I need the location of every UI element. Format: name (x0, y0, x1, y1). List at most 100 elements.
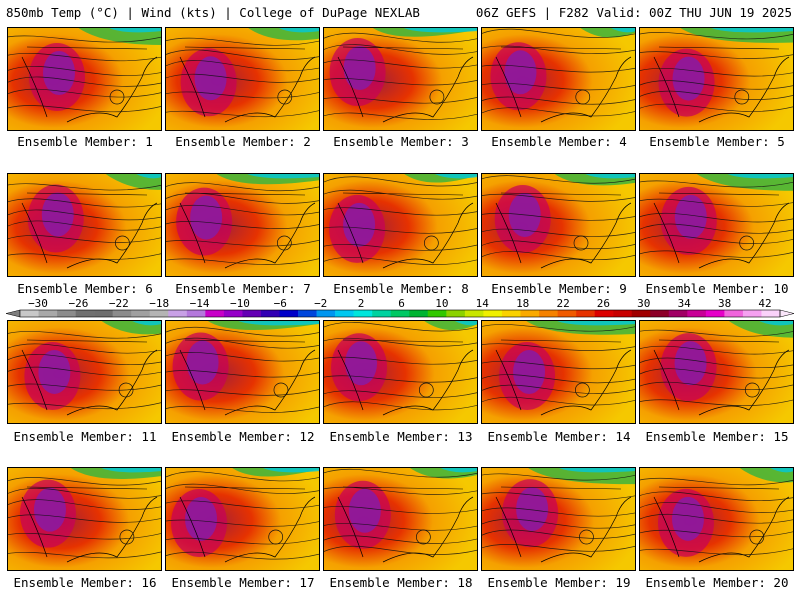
ensemble-member-label: Ensemble Member: 1 (17, 134, 153, 149)
colorbar-swatch (576, 310, 595, 317)
ensemble-member-label: Ensemble Member: 10 (645, 281, 789, 296)
colorbar-swatch (186, 310, 206, 317)
ensemble-member-map (481, 467, 636, 571)
colorbar-tick-label: −26 (68, 297, 88, 310)
colorbar-swatch (38, 310, 58, 317)
colorbar-tick-label: 6 (398, 297, 405, 310)
colorbar-swatch (520, 310, 540, 317)
ensemble-member-label: Ensemble Member: 6 (17, 281, 153, 296)
ensemble-member-label: Ensemble Member: 17 (171, 575, 315, 590)
colorbar-swatch (724, 310, 744, 317)
ensemble-member-map (481, 27, 636, 131)
model-run-info: 06Z GEFS | F282 Valid: 00Z THU JUN 19 20… (475, 5, 792, 20)
ensemble-member-map (323, 467, 478, 571)
colorbar-swatch (650, 310, 670, 317)
chart-title: 850mb Temp (°C) | Wind (kts) | College o… (6, 5, 420, 20)
colorbar-tick-label: −10 (230, 297, 250, 310)
ensemble-member-label: Ensemble Member: 14 (487, 429, 631, 444)
ensemble-member-map (7, 27, 162, 131)
ensemble-member-map (481, 173, 636, 277)
ensemble-member-map (7, 173, 162, 277)
colorbar-swatch (594, 310, 614, 317)
colorbar-swatch (539, 310, 558, 317)
colorbar-swatch (279, 310, 299, 317)
colorbar-left-arrow (6, 309, 21, 318)
colorbar-tick-label: 34 (678, 297, 692, 310)
colorbar-swatch (464, 310, 484, 317)
ensemble-member-label: Ensemble Member: 4 (491, 134, 627, 149)
colorbar-swatch (705, 310, 725, 317)
colorbar-swatch (668, 310, 688, 317)
colorbar-right-arrow (779, 309, 794, 318)
colorbar-swatch (242, 310, 262, 317)
ensemble-member-label: Ensemble Member: 2 (175, 134, 311, 149)
colorbar-swatch (335, 310, 354, 317)
ensemble-member-map (165, 467, 320, 571)
colorbar-tick-label: 22 (556, 297, 569, 310)
colorbar-swatch (409, 310, 429, 317)
ensemble-member-label: Ensemble Member: 7 (175, 281, 311, 296)
ensemble-member-label: Ensemble Member: 13 (329, 429, 473, 444)
colorbar-swatch (613, 310, 633, 317)
ensemble-member-label: Ensemble Member: 5 (649, 134, 785, 149)
ensemble-member-label: Ensemble Member: 19 (487, 575, 631, 590)
colorbar-tick-label: 14 (476, 297, 490, 310)
colorbar-swatch (316, 310, 336, 317)
colorbar-tick-label: −14 (190, 297, 210, 310)
colorbar-swatch (427, 310, 447, 317)
colorbar-tick-label: −18 (149, 297, 169, 310)
ensemble-member-map (7, 320, 162, 424)
ensemble-member-map (639, 27, 794, 131)
ensemble-member-label: Ensemble Member: 12 (171, 429, 315, 444)
ensemble-member-label: Ensemble Member: 15 (645, 429, 789, 444)
colorbar-swatch (112, 310, 132, 317)
ensemble-member-map (323, 320, 478, 424)
colorbar-swatch (372, 310, 392, 317)
temperature-colorbar: −30 −26 −22 −18 −14 −10 −6 −2 2 6 10 14 18 22 26 30 34 38… (6, 297, 794, 318)
colorbar-tick-label: −6 (274, 297, 287, 310)
colorbar-swatch (20, 310, 39, 317)
colorbar-swatch (168, 310, 188, 317)
colorbar-tick-label: 38 (718, 297, 731, 310)
ensemble-member-map (165, 173, 320, 277)
ensemble-member-label: Ensemble Member: 9 (491, 281, 627, 296)
colorbar-tick-label: −2 (314, 297, 327, 310)
colorbar-swatch (205, 310, 225, 317)
ensemble-member-map (639, 467, 794, 571)
colorbar-swatch (742, 310, 762, 317)
ensemble-member-map (639, 173, 794, 277)
ensemble-member-label: Ensemble Member: 20 (645, 575, 789, 590)
colorbar-tick-label: −22 (109, 297, 129, 310)
colorbar-tick-label: 30 (637, 297, 650, 310)
colorbar-swatch (149, 310, 169, 317)
ensemble-member-map (165, 320, 320, 424)
ensemble-member-label: Ensemble Member: 18 (329, 575, 473, 590)
colorbar-swatch (761, 310, 781, 317)
colorbar-swatch (687, 310, 707, 317)
ensemble-member-map (481, 320, 636, 424)
ensemble-member-label: Ensemble Member: 16 (13, 575, 157, 590)
ensemble-member-map (165, 27, 320, 131)
colorbar-tick-label: 10 (435, 297, 448, 310)
ensemble-member-label: Ensemble Member: 8 (333, 281, 469, 296)
colorbar-swatch (223, 310, 243, 317)
colorbar-swatch (94, 310, 113, 317)
colorbar-swatch (131, 310, 151, 317)
colorbar-tick-label: 42 (758, 297, 771, 310)
colorbar-swatch (483, 310, 503, 317)
colorbar-tick-label: 26 (597, 297, 610, 310)
colorbar-swatch (260, 310, 280, 317)
colorbar-swatch (57, 310, 76, 317)
colorbar-swatch (501, 310, 521, 317)
colorbar-swatch (353, 310, 373, 317)
ensemble-member-label: Ensemble Member: 11 (13, 429, 157, 444)
ensemble-member-map (323, 173, 478, 277)
ensemble-member-map (639, 320, 794, 424)
ensemble-member-map (323, 27, 478, 131)
colorbar-tick-label: 2 (358, 297, 365, 310)
colorbar-tick-label: 18 (516, 297, 529, 310)
colorbar-swatch (631, 310, 651, 317)
colorbar-swatch (557, 310, 577, 317)
ensemble-member-label: Ensemble Member: 3 (333, 134, 469, 149)
colorbar-swatch (75, 310, 95, 317)
